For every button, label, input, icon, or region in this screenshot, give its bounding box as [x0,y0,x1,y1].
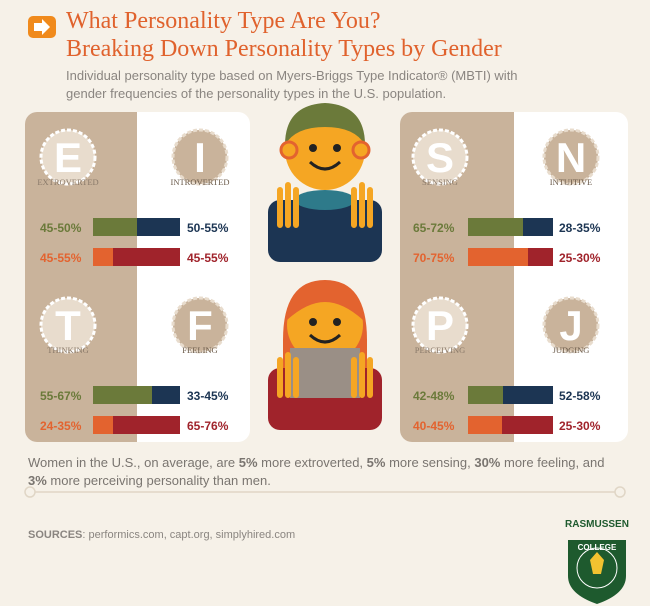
letter-badge [171,128,229,186]
sources: SOURCES: performics.com, capt.org, simpl… [28,529,295,541]
women-bar-left [468,416,502,434]
men-right-value: 50-55% [187,221,229,235]
letter-badge [542,296,600,354]
letter: I [194,134,206,181]
letter-badge [39,296,97,354]
divider-end [24,486,36,498]
letter: S [426,134,454,181]
type-label: FEELING [182,345,217,355]
arrow [34,19,50,35]
men-right-value: 33-45% [187,389,229,403]
summary-line: 3% more perceiving personality than men. [28,473,271,488]
men-bar-left [468,386,503,404]
logo-sub: COLLEGE [578,543,617,552]
type-label: THINKING [47,345,89,355]
subtitle: Individual personality type based on Mye… [66,68,518,83]
women-bar-right [502,416,553,434]
type-label: PERCEIVING [415,345,466,355]
men-bar-right [152,386,180,404]
women-bar-right [113,416,180,434]
men-left-value: 42-48% [413,389,455,403]
panel-half [25,112,137,442]
subtitle: gender frequencies of the personality ty… [66,86,446,101]
letter: N [556,134,586,181]
letter-badge [411,128,469,186]
men-bar-left [93,386,152,404]
title: Breaking Down Personality Types by Gende… [66,36,502,62]
letter-badge [171,296,229,354]
letter-badge [39,128,97,186]
women-bar-left [93,416,113,434]
type-label: INTUITIVE [550,177,592,187]
women-bar-right [528,248,553,266]
letter-badge [411,296,469,354]
summary-text: Women in the U.S., on average, are [28,455,239,470]
girl-figure [268,280,382,430]
summary-text: 3% [28,473,47,488]
sources-label: SOURCES [28,529,82,541]
men-left-value: 55-67% [40,389,82,403]
sources-text: : performics.com, capt.org, simplyhired.… [82,529,295,541]
logo [568,540,626,604]
women-right-value: 25-30% [559,419,601,433]
men-right-value: 52-58% [559,389,601,403]
women-bar-left [468,248,528,266]
men-bar-right [137,218,180,236]
men-bar-right [503,386,553,404]
letter: P [426,302,454,349]
letter: J [559,302,582,349]
type-label: SENSING [422,177,458,187]
summary-text: more feeling, and [500,455,604,470]
women-left-value: 45-55% [40,251,82,265]
boy-figure [268,103,382,262]
summary-text: 5% [239,455,258,470]
women-bar-right [113,248,180,266]
letter-badge [542,128,600,186]
logo-name: RASMUSSEN [565,519,629,530]
summary-text: more extroverted, [258,455,367,470]
women-right-value: 25-30% [559,251,601,265]
summary-text: more perceiving personality than men. [47,473,271,488]
women-right-value: 65-76% [187,419,229,433]
men-left-value: 45-50% [40,221,82,235]
men-bar-left [468,218,523,236]
men-bar-left [93,218,137,236]
type-label: JUDGING [553,345,590,355]
women-left-value: 70-75% [413,251,455,265]
women-right-value: 45-55% [187,251,229,265]
women-left-value: 24-35% [40,419,82,433]
divider-end [614,486,626,498]
men-bar-right [523,218,553,236]
summary-text: 5% [367,455,386,470]
type-label: EXTROVERTED [37,177,98,187]
women-left-value: 40-45% [413,419,455,433]
summary-text: 30% [474,455,500,470]
type-label: INTROVERTED [171,177,230,187]
panel-half [400,112,514,442]
men-left-value: 65-72% [413,221,455,235]
letter: E [54,134,82,181]
letter: F [187,302,213,349]
men-right-value: 28-35% [559,221,601,235]
women-bar-left [93,248,113,266]
summary-text: more sensing, [385,455,474,470]
letter: T [55,302,81,349]
title: What Personality Type Are You? [66,8,381,34]
summary-line: Women in the U.S., on average, are 5% mo… [28,455,604,470]
